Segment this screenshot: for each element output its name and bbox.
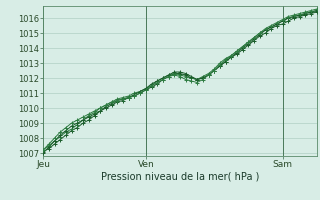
X-axis label: Pression niveau de la mer( hPa ): Pression niveau de la mer( hPa ) — [101, 172, 259, 182]
